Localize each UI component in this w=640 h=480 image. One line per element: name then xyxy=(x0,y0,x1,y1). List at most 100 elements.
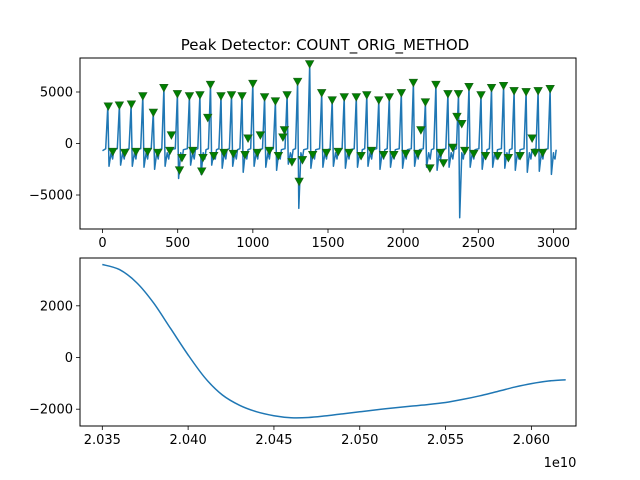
x-offset-label: 1e10 xyxy=(544,456,577,471)
y-tick-label: 2000 xyxy=(40,299,73,314)
peak-marker xyxy=(408,78,419,88)
peak-marker xyxy=(270,97,281,106)
peak-marker xyxy=(436,148,446,158)
peak-marker xyxy=(205,80,216,90)
peak-marker xyxy=(209,151,219,161)
peak-marker xyxy=(279,126,290,135)
peak-marker xyxy=(177,154,187,163)
peak-marker xyxy=(389,150,399,160)
peak-marker xyxy=(509,87,519,96)
peak-marker xyxy=(198,154,208,163)
x-tick-label: 2.050 xyxy=(341,433,378,448)
peak-marker xyxy=(339,93,349,102)
peak-marker xyxy=(264,146,275,156)
peak-marker xyxy=(464,82,474,92)
peak-marker xyxy=(203,113,213,123)
y-tick-label: −5000 xyxy=(29,189,73,204)
peak-marker xyxy=(240,150,250,160)
peak-marker xyxy=(103,102,113,112)
peak-marker xyxy=(460,146,470,156)
peak-marker xyxy=(252,148,263,158)
peak-marker xyxy=(228,149,239,159)
peak-marker xyxy=(351,93,361,102)
top-plot-frame xyxy=(79,57,577,230)
x-tick-label: 2.055 xyxy=(427,433,464,448)
peak-marker xyxy=(195,91,205,100)
bottom-plot: 2.035 2.040 2.045 2.050 2.055 2.060 −2000 0 2000… xyxy=(29,257,577,471)
peak-marker xyxy=(304,60,315,69)
y-tick-label: 5000 xyxy=(40,85,73,100)
peak-marker xyxy=(530,148,540,158)
peak-marker xyxy=(515,151,525,161)
x-tick-label: 1500 xyxy=(311,236,344,251)
peak-marker xyxy=(255,131,266,140)
peak-marker xyxy=(138,92,148,101)
peak-marker xyxy=(219,148,229,158)
peak-marker xyxy=(537,148,548,158)
x-tick-label: 2.045 xyxy=(255,433,292,448)
peak-marker xyxy=(545,85,555,94)
peak-marker xyxy=(425,164,435,173)
peak-marker xyxy=(453,90,464,99)
peak-marker xyxy=(159,84,169,93)
peak-marker xyxy=(503,154,514,163)
peak-marker xyxy=(384,93,395,102)
peak-marker xyxy=(282,91,292,100)
peak-marker xyxy=(527,134,537,143)
peak-marker xyxy=(356,151,366,161)
top-axis-ticks: 0 500 1000 1500 2000 2500 3000 −5000 0 5000 xyxy=(29,85,570,251)
peak-marker xyxy=(480,151,491,161)
peak-marker xyxy=(188,146,198,156)
top-plot: Peak Detector: COUNT_ORIG_METHOD 0 500 100… xyxy=(29,36,577,251)
bottom-line xyxy=(102,263,566,419)
x-tick-label: 0 xyxy=(98,236,106,251)
peak-marker xyxy=(243,134,253,143)
peak-marker xyxy=(307,150,318,160)
peak-marker xyxy=(259,93,270,102)
peak-marker xyxy=(438,159,449,168)
peak-marker xyxy=(443,90,453,99)
peak-marker xyxy=(197,167,207,176)
x-tick-label: 2.060 xyxy=(513,433,550,448)
peak-marker xyxy=(142,147,153,157)
x-tick-label: 2.040 xyxy=(170,433,207,448)
peak-marker xyxy=(287,158,297,167)
peak-marker xyxy=(131,147,141,157)
x-tick-label: 2500 xyxy=(462,236,495,251)
peak-marker xyxy=(174,166,185,175)
peak-marker xyxy=(316,89,327,98)
peak-marker xyxy=(486,84,497,93)
peak-marker xyxy=(114,101,125,110)
peak-marker xyxy=(469,149,479,159)
peak-marker xyxy=(294,177,304,187)
peak-marker xyxy=(493,151,503,161)
chart-title: Peak Detector: COUNT_ORIG_METHOD xyxy=(181,36,469,55)
peak-marker xyxy=(431,80,441,90)
peak-marker xyxy=(378,150,389,160)
x-tick-label: 2000 xyxy=(387,236,420,251)
peak-marker xyxy=(172,90,183,99)
x-tick-label: 2.035 xyxy=(84,433,121,448)
peak-marker xyxy=(297,156,308,165)
peak-marker xyxy=(292,77,303,87)
peak-marker xyxy=(401,149,411,159)
peak-marker xyxy=(184,92,195,101)
peak-marker xyxy=(278,133,288,142)
peak-marker xyxy=(327,96,337,105)
peak-marker xyxy=(457,120,467,129)
bottom-plot-frame xyxy=(79,257,577,427)
x-tick-label: 3000 xyxy=(537,236,570,251)
peak-marker xyxy=(476,91,486,100)
peak-marker xyxy=(216,92,226,101)
peak-marker xyxy=(153,148,163,158)
peak-marker xyxy=(366,146,377,156)
peak-marker xyxy=(498,81,509,91)
peak-marker xyxy=(452,112,462,122)
top-peak-markers xyxy=(103,60,555,187)
x-tick-label: 500 xyxy=(165,236,190,251)
peak-marker xyxy=(396,89,407,98)
peak-marker xyxy=(237,92,247,101)
peak-marker xyxy=(148,108,159,118)
peak-marker xyxy=(344,148,354,158)
